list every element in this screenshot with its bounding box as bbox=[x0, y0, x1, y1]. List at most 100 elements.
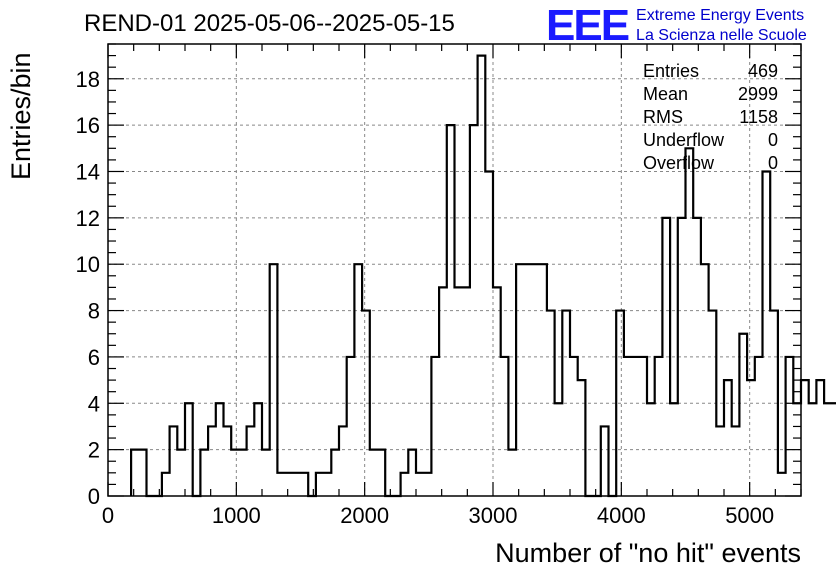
histogram-bin bbox=[716, 426, 724, 496]
histogram-bin bbox=[224, 426, 232, 496]
histogram-bin bbox=[547, 311, 555, 496]
histogram-bin bbox=[170, 426, 178, 496]
histogram-bin bbox=[662, 218, 670, 496]
histogram-bin bbox=[177, 450, 185, 496]
histogram-bin bbox=[378, 450, 386, 496]
histogram-bin bbox=[801, 380, 809, 496]
histogram-bin bbox=[416, 473, 424, 496]
histogram-bin bbox=[693, 218, 701, 496]
histogram-bin bbox=[339, 426, 347, 496]
stats-label: RMS bbox=[643, 107, 683, 127]
histogram-bin bbox=[639, 357, 647, 496]
histogram-bin bbox=[686, 148, 694, 496]
histogram-bin bbox=[485, 171, 493, 496]
histogram-bin bbox=[755, 357, 763, 496]
histogram-bin bbox=[739, 334, 747, 496]
stats-value: 1158 bbox=[739, 107, 778, 127]
histogram-bin bbox=[408, 450, 416, 496]
chart-title: REND-01 2025-05-06--2025-05-15 bbox=[84, 10, 455, 37]
histogram-bin bbox=[370, 450, 378, 496]
histogram-bin bbox=[277, 473, 285, 496]
histogram-bin bbox=[316, 473, 324, 496]
x-axis-label: Number of "no hit" events bbox=[495, 538, 801, 568]
histogram-bin bbox=[439, 287, 447, 496]
histogram-bin bbox=[270, 264, 278, 496]
x-tick-label: 2000 bbox=[340, 503, 389, 528]
stats-label: Mean bbox=[643, 84, 688, 104]
histogram-bin bbox=[747, 380, 755, 496]
histogram-bin bbox=[508, 450, 516, 496]
stats-label: Overflow bbox=[643, 153, 715, 173]
histogram-bin bbox=[462, 287, 470, 496]
histogram-bin bbox=[562, 311, 570, 496]
histogram-bin bbox=[601, 426, 609, 496]
histogram-bin bbox=[539, 264, 547, 496]
histogram-bin bbox=[239, 450, 247, 496]
y-tick-label: 16 bbox=[76, 113, 100, 138]
histogram-bin bbox=[254, 403, 262, 496]
histogram-bin bbox=[655, 357, 663, 496]
logo-mark: EEE bbox=[546, 1, 630, 50]
histogram-bin bbox=[824, 403, 832, 496]
eee-logo: EEE Extreme Energy Events La Scienza nel… bbox=[546, 1, 807, 50]
histogram-bin bbox=[524, 264, 532, 496]
histogram-bin bbox=[763, 171, 771, 496]
histogram-bin bbox=[701, 264, 709, 496]
histogram-bin bbox=[262, 450, 270, 496]
y-ticks bbox=[108, 43, 801, 497]
histogram-bin bbox=[347, 357, 355, 496]
histogram-bin bbox=[139, 450, 147, 496]
histogram-bin bbox=[724, 380, 732, 496]
x-ticks bbox=[107, 44, 802, 496]
x-tick-label: 4000 bbox=[597, 503, 646, 528]
histogram-bin bbox=[431, 357, 439, 496]
stats-value: 0 bbox=[768, 153, 778, 173]
x-tick-label: 5000 bbox=[725, 503, 774, 528]
histogram-bin bbox=[832, 403, 836, 496]
histogram-bin bbox=[532, 264, 540, 496]
histogram-bin bbox=[424, 473, 432, 496]
histogram-bin bbox=[478, 56, 486, 496]
stats-label: Entries bbox=[643, 61, 699, 81]
histogram-bin bbox=[247, 426, 255, 496]
histogram-bin bbox=[732, 426, 740, 496]
stats-value: 2999 bbox=[738, 84, 778, 104]
histogram-bin bbox=[185, 403, 193, 496]
y-tick-label: 6 bbox=[88, 345, 100, 370]
histogram-bin bbox=[555, 403, 563, 496]
x-tick-label: 0 bbox=[102, 503, 114, 528]
histogram-bin bbox=[401, 473, 409, 496]
histogram-bin bbox=[324, 473, 332, 496]
histogram-bin bbox=[216, 403, 224, 496]
histogram-bin bbox=[809, 403, 817, 496]
x-tick-label: 1000 bbox=[212, 503, 261, 528]
histogram-bin bbox=[624, 357, 632, 496]
histogram-bin bbox=[331, 450, 339, 496]
histogram-bin bbox=[647, 403, 655, 496]
histogram-bin bbox=[501, 357, 509, 496]
y-tick-label: 2 bbox=[88, 438, 100, 463]
histogram-bin bbox=[670, 403, 678, 496]
histogram-bin bbox=[162, 473, 170, 496]
y-tick-label: 4 bbox=[88, 391, 100, 416]
histogram-bin bbox=[632, 357, 640, 496]
histogram-bin bbox=[786, 357, 794, 496]
histogram-bin bbox=[816, 380, 824, 496]
stats-label: Underflow bbox=[643, 130, 725, 150]
histogram-bin bbox=[470, 125, 478, 496]
stats-value: 469 bbox=[748, 61, 778, 81]
x-tick-label: 3000 bbox=[469, 503, 518, 528]
histogram-bin bbox=[293, 473, 301, 496]
histogram-bin bbox=[301, 473, 309, 496]
histogram-bin bbox=[516, 264, 524, 496]
logo-line-1: Extreme Energy Events bbox=[636, 7, 805, 24]
y-tick-label: 0 bbox=[88, 484, 100, 509]
y-tick-label: 14 bbox=[76, 159, 100, 184]
histogram-bin bbox=[493, 287, 501, 496]
logo-line-2: La Scienza nelle Scuole bbox=[636, 27, 807, 44]
histogram-bin bbox=[208, 426, 216, 496]
histogram-bin bbox=[770, 311, 778, 496]
histogram-bin bbox=[578, 380, 586, 496]
y-tick-label: 12 bbox=[76, 206, 100, 231]
